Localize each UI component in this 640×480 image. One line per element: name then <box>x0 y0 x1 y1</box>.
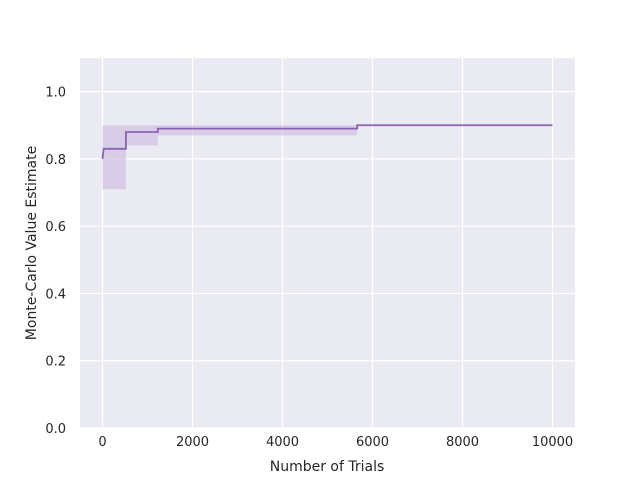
y-axis-label: Monte-Carlo Value Estimate <box>24 146 40 340</box>
grid-lines <box>80 58 575 429</box>
y-tick-label: 0.2 <box>45 355 66 370</box>
x-tick-label: 10000 <box>532 435 573 450</box>
y-tick-label: 1.0 <box>45 86 66 101</box>
x-axis-label: Number of Trials <box>270 459 385 475</box>
series-line <box>101 124 553 160</box>
data-layer <box>101 124 553 190</box>
tick-labels: 0 2000 4000 6000 8000 10000 0.0 0.2 0.4 0.6 0.8 1.0 <box>45 86 573 450</box>
x-tick-label: 0 <box>98 435 106 450</box>
y-tick-label: 0.4 <box>45 287 66 302</box>
plot-background <box>80 58 575 428</box>
y-tick-label: 0.6 <box>45 220 66 235</box>
y-tick-label: 0.8 <box>45 153 66 168</box>
x-tick-label: 4000 <box>266 435 299 450</box>
y-tick-label: 0.0 <box>45 422 66 437</box>
x-tick-label: 8000 <box>446 435 479 450</box>
x-tick-label: 2000 <box>176 435 209 450</box>
x-tick-label: 6000 <box>356 435 389 450</box>
